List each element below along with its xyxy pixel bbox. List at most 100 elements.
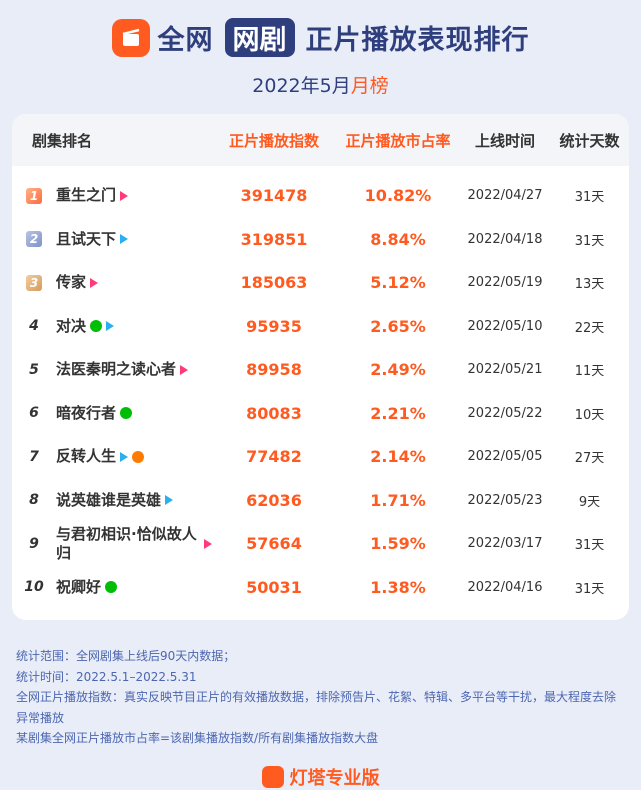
market-share: 2.14% [370,447,426,467]
market-share: 10.82% [364,186,432,206]
play-index: 391478 [240,186,308,206]
table-row: 1 重生之门 391478 10.82% 2022/04/27 31天 [12,174,629,218]
rank-number: 10 [24,579,44,596]
brand-footer: 灯塔专业版 [0,764,641,790]
table-row: 8 说英雄谁是英雄 62036 1.71% 2022/05/23 9天 [12,479,629,523]
rank-cell: 9 [12,536,56,552]
note-period: 统计时间：2022.5.1–2022.5.31 [16,669,197,684]
rank-number: 9 [29,535,39,552]
note-index-def: 全网正片播放指数：真实反映节目正片的有效播放数据，排除预告片、花絮、特辑、多平台… [16,690,617,725]
brand-logo-icon [261,766,284,788]
stat-days: 31天 [574,581,605,597]
platform-mg-icon [132,450,145,463]
market-share: 1.59% [370,534,426,554]
rank-number: 6 [29,405,39,422]
table-row: 6 暗夜行者 80083 2.21% 2022/05/22 10天 [12,392,629,436]
play-index: 57664 [246,534,302,554]
rank-medal-icon: 1 [26,187,42,204]
market-share: 1.38% [370,577,426,597]
release-date: 2022/04/16 [467,579,543,595]
release-date: 2022/04/18 [467,231,543,247]
play-index: 50031 [246,577,302,597]
col-header-date: 上线时间 [474,131,535,150]
stat-days: 10天 [574,407,605,423]
rank-cell: 4 [12,318,56,334]
stat-days: 13天 [574,277,605,293]
platform-tri-red-icon [180,364,189,375]
market-share: 2.21% [370,403,426,423]
ranking-table: 剧集排名 正片播放指数 正片播放市占率 上线时间 统计天数 1 重生之门 39147… [12,114,629,620]
drama-name-cell: 与君初相识·恰似故人归 [56,525,212,563]
rank-medal-icon: 3 [26,274,42,291]
table-row: 10 祝卿好 50031 1.38% 2022/04/16 31天 [12,566,629,610]
play-index: 77482 [246,447,302,467]
release-date: 2022/04/27 [467,188,543,204]
rank-cell: 10 [12,579,56,595]
title-post: 正片播放表现排行 [305,25,530,56]
drama-name: 传家 [56,273,87,292]
release-date: 2022/03/17 [467,536,543,552]
rank-cell: 7 [12,449,56,465]
platform-tri-red-icon [204,538,212,549]
table-row: 4 对决 95935 2.65% 2022/05/10 22天 [12,305,629,349]
drama-name-cell: 暗夜行者 [56,404,212,423]
platform-tri-blue-icon [106,321,115,332]
platform-iq-icon [105,581,118,594]
play-index: 62036 [246,490,302,510]
drama-name-cell: 祝卿好 [56,578,212,597]
brand-name: 灯塔专业版 [289,768,380,789]
rank-number: 5 [29,361,39,378]
platform-tri-blue-icon [120,451,129,462]
play-index: 89958 [246,360,302,380]
drama-name: 对决 [56,316,87,335]
drama-name: 与君初相识·恰似故人归 [56,524,197,562]
market-share: 5.12% [370,273,426,293]
drama-name: 祝卿好 [56,577,102,596]
title-pre: 全网 [157,25,214,56]
market-share: 8.84% [370,229,426,249]
platform-tri-blue-icon [120,234,129,245]
rank-number: 4 [29,318,39,335]
title-pill: 网剧 [224,18,295,57]
drama-name: 反转人生 [56,447,117,466]
market-share: 2.49% [370,360,426,380]
drama-name: 说英雄谁是英雄 [56,490,162,509]
play-index: 95935 [246,316,302,336]
table-body: 1 重生之门 391478 10.82% 2022/04/27 31天 2 且试天下 31985… [12,174,629,609]
release-date: 2022/05/10 [467,318,543,334]
header: 全网 网剧 正片播放表现排行 2022年5月月榜 [0,18,641,98]
market-share: 1.71% [370,490,426,510]
drama-name-cell: 反转人生 [56,447,212,466]
table-row: 7 反转人生 77482 2.14% 2022/05/05 27天 [12,435,629,479]
play-index: 80083 [246,403,302,423]
drama-name-cell: 说英雄谁是英雄 [56,491,212,510]
table-header: 剧集排名 正片播放指数 正片播放市占率 上线时间 统计天数 [12,114,629,166]
subtitle-highlight: 月榜 [350,75,389,97]
stat-days: 22天 [574,320,605,336]
drama-name-cell: 对决 [56,317,212,336]
rank-medal-icon: 2 [26,231,42,248]
stat-days: 9天 [578,494,601,510]
platform-tri-red-icon [90,277,99,288]
platform-tri-blue-icon [165,495,174,506]
drama-name: 暗夜行者 [56,403,117,422]
play-index: 319851 [240,229,308,249]
title-row: 全网 网剧 正片播放表现排行 [0,18,641,57]
rank-cell: 8 [12,492,56,508]
col-header-rank: 剧集排名 [32,131,93,150]
platform-iq-icon [90,320,103,333]
table-row: 3 传家 185063 5.12% 2022/05/19 13天 [12,261,629,305]
stat-days: 31天 [574,233,605,249]
col-header-index: 正片播放指数 [228,131,319,150]
stat-days: 11天 [574,364,605,380]
rank-number: 7 [29,448,39,465]
subtitle: 2022年5月月榜 [0,71,641,98]
stat-days: 31天 [574,538,605,554]
drama-name: 重生之门 [56,186,117,205]
drama-name-cell: 重生之门 [56,186,212,205]
release-date: 2022/05/21 [467,362,543,378]
table-row: 9 与君初相识·恰似故人归 57664 1.59% 2022/03/17 31天 [12,522,629,566]
rank-number: 8 [29,492,39,509]
release-date: 2022/05/23 [467,492,543,508]
note-share-def: 某剧集全网正片播放市占率=该剧集播放指数/所有剧集播放指数大盘 [16,731,379,745]
